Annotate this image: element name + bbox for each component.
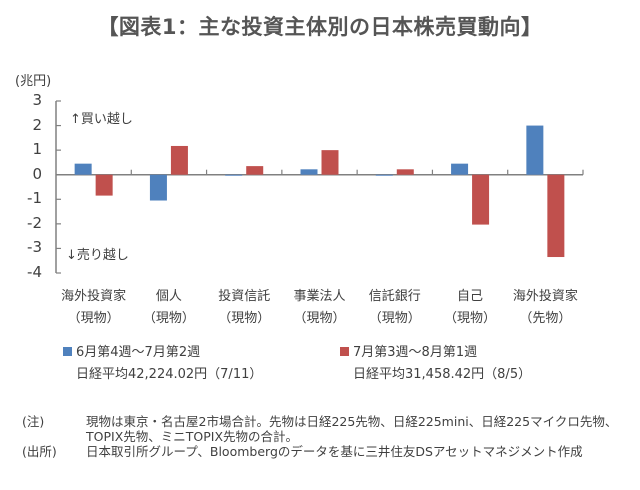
source-text: 日本取引所グループ、Bloombergのデータを基に三井住友DSアセットマネジメ… [86,444,583,459]
bar-series-2-cat-6 [472,174,490,225]
footnotes: (注) 現物は東京・名古屋2市場合計。先物は日経225先物、日経225mini、… [22,414,632,459]
chart-title: 【図表1：主な投資主体別の日本株売買動向】 [97,15,543,39]
bar-series-2-cat-2 [170,145,188,175]
legend-series-2-note: 日経平均31,458.42円（8/5） [353,367,532,382]
legend-series-1: 6月第4週～7月第2週 日経平均42,224.02円（7/11） [63,342,262,386]
bar-series-1-cat-5 [375,174,393,176]
y-tick-label: 1 [32,140,42,159]
note-label: (注) [22,414,45,429]
category-label-name: 海外投資家 [512,289,578,304]
y-tick-label: -3 [27,238,42,257]
legend-series-2: 7月第3週～8月第1週 日経平均31,458.42円（8/5） [340,342,531,386]
source-label: (出所) [22,444,57,459]
bar-series-1-cat-7 [526,125,544,175]
bar-series-2-cat-1 [95,174,113,196]
legend-swatch-blue [63,347,72,356]
legend-series-1-label: 6月第4週～7月第2週 [76,345,201,360]
category-label: 海外投資家 （現物） [54,286,134,330]
bar-series-1-cat-4 [300,169,318,175]
category-label-type: （現物） [142,311,195,326]
note-text: 現物は東京・名古屋2市場合計。先物は日経225先物、日経225mini、日経22… [86,414,618,444]
category-label: 海外投資家 （先物） [505,286,585,330]
legend-series-1-note: 日経平均42,224.02円（7/11） [76,367,263,382]
bar-series-1-cat-3 [225,174,243,176]
bar-series-2-cat-5 [396,169,414,175]
bar-series-2-cat-4 [321,150,339,175]
bar-series-1-cat-6 [451,163,469,175]
bar-series-1-cat-2 [149,174,167,201]
sell-annotation: ↓売り越し [66,248,129,263]
category-label-name: 海外投資家 [61,289,127,304]
y-tick-label: -2 [27,213,42,232]
category-label: 事業法人 （現物） [280,286,360,330]
y-tick-label: -1 [27,189,42,208]
category-label-type: （現物） [218,311,271,326]
category-label-type: （現物） [67,311,120,326]
category-label: 投資信託 （現物） [204,286,284,330]
y-tick-label: 3 [32,91,42,109]
source-row: (出所) 日本取引所グループ、Bloombergのデータを基に三井住友DSアセッ… [22,444,632,459]
category-label-type: （現物） [368,311,421,326]
category-label: 自己 （現物） [430,286,510,330]
legend-series-2-label: 7月第3週～8月第1週 [353,345,478,360]
category-label-type: （現物） [444,311,497,326]
category-label-type: （現物） [293,311,346,326]
note-row: (注) 現物は東京・名古屋2市場合計。先物は日経225先物、日経225mini、… [22,414,632,444]
y-tick-label: 2 [32,115,42,134]
category-label-name: 個人 [155,289,182,304]
category-label: 個人 （現物） [129,286,209,330]
y-axis-unit-label: (兆円) [15,74,52,89]
bar-chart-plot [55,100,584,274]
bar-series-2-cat-3 [246,166,264,175]
legend-swatch-red [340,347,349,356]
bar-series-2-cat-7 [547,174,565,258]
y-tick-label: 0 [32,164,42,183]
category-label-name: 投資信託 [218,289,271,304]
bar-series-1-cat-1 [74,163,92,175]
category-label: 信託銀行 （現物） [355,286,435,330]
category-label-name: 自己 [457,289,484,304]
y-tick-label: -4 [27,263,42,281]
category-label-name: 信託銀行 [368,289,421,304]
category-label-name: 事業法人 [293,289,346,304]
buy-annotation: ↑買い越し [70,112,133,127]
category-label-type: （先物） [519,311,572,326]
